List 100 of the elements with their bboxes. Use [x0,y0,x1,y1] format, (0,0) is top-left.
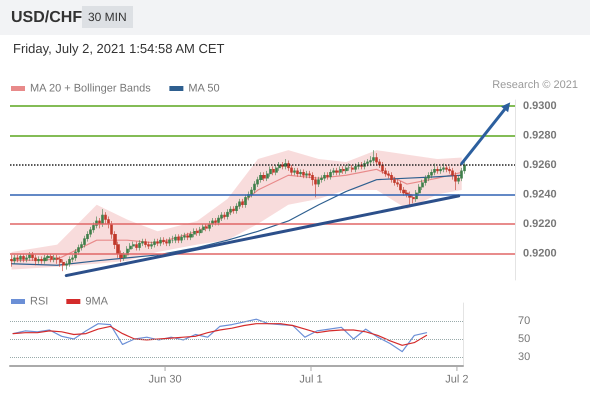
candlestick [329,169,332,180]
candlestick [412,194,415,204]
y-tick-label: 0.9240 [523,188,557,200]
line-series [12,318,428,352]
candlestick [226,208,229,220]
y-tick-label: 0.9220 [523,218,557,230]
candlestick [281,162,284,170]
candlestick [31,252,34,262]
candlestick [253,180,256,194]
candlestick [351,164,354,173]
x-tick-label: Jul 2 [445,374,469,386]
legend-label: RSI [30,296,48,308]
candlestick [28,252,31,262]
candlestick [302,169,305,178]
candlestick [104,212,107,224]
candlestick [147,241,150,250]
candlestick [83,235,86,248]
candlestick [275,164,278,176]
candlestick [454,172,457,190]
candlestick [299,169,302,178]
candlestick [284,158,287,170]
line-series [12,323,428,346]
candlestick [293,168,296,176]
candlestick [65,260,68,270]
candlestick [427,172,430,182]
candlestick [241,198,244,208]
candlestick [159,236,162,246]
candlestick [202,224,205,234]
candlestick [37,256,40,264]
candlestick [421,179,424,190]
candlestick [193,228,196,238]
candlestick [238,198,241,210]
candlestick [141,238,144,246]
candlestick [390,172,393,183]
candlestick [269,166,272,178]
candlestick [290,164,293,176]
candlestick [445,164,448,173]
candlestick [174,234,177,244]
candlestick [232,206,235,214]
candlestick [10,254,13,268]
candlestick [326,172,329,180]
candlestick [259,172,263,183]
y-tick-label: 70 [518,315,530,327]
candlestick [22,253,25,263]
candlestick [339,166,342,176]
candlestick [278,162,281,172]
candlestick [323,172,326,182]
candlestick [372,150,375,164]
candlestick [101,208,104,228]
candlestick [320,174,323,183]
candlestick [98,218,101,229]
candlestick [375,152,378,166]
y-tick-label: 0.9300 [523,100,557,112]
candlestick [89,226,92,238]
candlestick [62,259,65,272]
candlestick [150,241,153,250]
candlestick [366,158,369,167]
candlestick [223,212,226,220]
chart-title: USD/CHF [11,9,82,27]
legend-label: MA 50 [188,82,220,94]
candlestick [296,168,299,178]
candlestick [46,253,50,262]
candlestick [25,254,28,263]
candlestick [217,214,220,226]
candlestick [68,256,71,268]
candlestick [317,176,320,188]
candlestick [189,231,193,240]
y-tick-label: 30 [518,351,530,363]
candlestick [332,168,336,176]
candlestick [177,234,180,244]
candlestick [244,194,247,208]
candlestick [266,170,269,182]
candlestick [132,241,135,250]
candlestick [381,162,384,174]
candlestick [348,163,351,172]
candlestick [314,176,317,198]
legend-label: 9MA [85,296,109,308]
candlestick [153,238,156,248]
y-tick-label: 0.9260 [523,158,557,171]
x-tick-label: Jul 1 [299,374,323,386]
text: 30 MIN [82,6,133,28]
candlestick [13,254,16,264]
candlestick [393,176,396,186]
candlestick [272,166,275,176]
candlestick [135,241,138,251]
legend-label: MA 20 + Bollinger Bands [30,82,152,94]
candlestick [354,163,357,173]
y-tick-label: 0.9280 [523,129,557,142]
candlestick [305,170,308,178]
candlestick [399,180,402,194]
candlestick [165,238,168,246]
candlestick [387,170,390,178]
text: Research © 2021 [492,79,578,91]
candlestick [335,168,339,176]
y-tick-label: 50 [518,333,530,345]
candlestick [433,163,436,176]
candlestick [342,166,345,174]
candlestick [19,253,22,263]
candlestick [424,174,427,186]
candlestick [220,212,223,222]
